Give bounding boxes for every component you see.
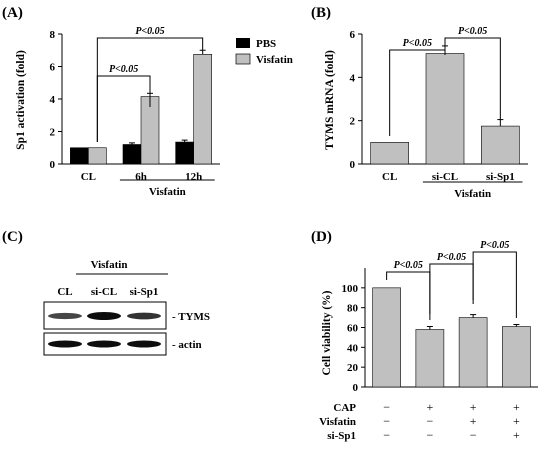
panel-d-bar <box>415 329 445 388</box>
panel-b-bar <box>425 53 465 165</box>
panel-d-condition-sign: − <box>383 428 390 442</box>
blot-group-label: Visfatin <box>91 259 128 271</box>
panel-a-p-value: P<0.05 <box>135 26 164 37</box>
panel-b-ytick-label: 0 <box>350 159 356 171</box>
legend-swatch-visfatin <box>235 53 251 65</box>
panel-d-condition-sign: + <box>426 400 433 414</box>
blot-band <box>127 340 161 348</box>
panel-b-group-label: Visfatin <box>454 188 491 200</box>
panel-d-ytick-label: 60 <box>347 323 359 335</box>
blot-actin-label: - actin <box>172 339 202 351</box>
panel-d-p-value: P<0.05 <box>437 252 466 263</box>
panel-d-condition-sign: − <box>470 428 477 442</box>
panel-d-label: (D) <box>311 229 332 245</box>
panel-b-p-value: P<0.05 <box>403 38 432 49</box>
panel-d-ytick-label: 20 <box>347 362 359 374</box>
panel-a-ytick-label: 4 <box>50 94 56 106</box>
panel-a-p-value: P<0.05 <box>109 64 138 75</box>
panel-b-significance-bracket <box>444 37 501 120</box>
panel-d-condition-sign: − <box>383 400 390 414</box>
blot-band <box>48 340 82 348</box>
panel-d-p-value: P<0.05 <box>480 240 509 251</box>
panel-b-bar <box>481 125 520 165</box>
panel-d-condition-sign: − <box>426 414 433 428</box>
chart-panel-b: 0 2 4 6 CL si-CL si-Sp1 Visfatin P<0.05 P<0.05 <box>350 26 528 200</box>
panel-d-ytick-label: 80 <box>347 303 359 315</box>
panel-d-condition-label: si-Sp1 <box>327 430 356 442</box>
panel-d-condition-sign: + <box>470 400 477 414</box>
panel-a-ytick-label: 6 <box>50 62 56 74</box>
panel-d-condition-sign: − <box>383 414 390 428</box>
blot-band <box>127 312 161 320</box>
panel-a-xtick-label: 12h <box>185 171 202 183</box>
blot-band <box>48 312 82 320</box>
chart-panel-a: 0 2 4 6 8 CL 6h 12h Visfatin P<0.05 P<0.05 <box>50 26 220 198</box>
panel-d-significance-bracket <box>429 263 474 314</box>
panel-a-ytick-label: 2 <box>50 127 56 139</box>
panel-c-label: (C) <box>2 229 23 245</box>
blot-lane-si-cl: si-CL <box>91 286 117 298</box>
panel-d-significance-bracket <box>472 251 517 318</box>
blot-tyms-label: - TYMS <box>172 311 210 323</box>
panel-d-bar <box>372 287 401 388</box>
panel-d-condition-sign: + <box>513 400 520 414</box>
panel-a-bar <box>193 54 212 165</box>
panel-b-significance-bracket <box>389 49 446 136</box>
panel-d-condition-sign: + <box>470 414 477 428</box>
panel-a-bar <box>175 141 194 165</box>
panel-d-ytick-label: 40 <box>347 342 359 354</box>
panel-a-xtick-label: CL <box>81 171 96 183</box>
panel-a-bar <box>70 147 89 165</box>
panel-b-label: (B) <box>311 5 331 21</box>
panel-a-group-label: Visfatin <box>149 186 186 198</box>
panel-a-bar <box>88 147 107 165</box>
blot-band <box>87 312 121 320</box>
panel-d-condition-label: Visfatin <box>319 416 356 428</box>
panel-d-bar <box>458 317 488 388</box>
panel-b-ytick-label: 6 <box>350 29 356 41</box>
panel-b-bar <box>370 142 409 165</box>
panel-b-ylabel: TYMS mRNA (fold) <box>324 50 336 150</box>
panel-b-p-value: P<0.05 <box>458 26 487 37</box>
panel-d-ytick-label: 0 <box>353 382 359 394</box>
panel-a-ylabel: Sp1 activation (fold) <box>15 50 27 150</box>
panel-a-significance-bracket <box>96 37 204 142</box>
legend-label-pbs: PBS <box>256 38 276 50</box>
panel-a-bar <box>122 144 142 165</box>
blot-band <box>87 340 121 348</box>
panel-d-bar <box>502 326 531 388</box>
legend-swatch-pbs <box>236 38 250 48</box>
panel-a-ytick-label: 0 <box>50 159 56 171</box>
blot-bands <box>48 312 161 348</box>
panel-b-xtick-label: CL <box>382 171 397 183</box>
panel-d-condition-label: CAP <box>333 402 356 414</box>
panel-d-p-value: P<0.05 <box>394 260 423 271</box>
panel-b-xtick-label: si-Sp1 <box>486 171 515 183</box>
panel-b-ytick-label: 4 <box>350 72 356 84</box>
blot-lane-si-sp1: si-Sp1 <box>130 286 159 298</box>
blot-lane-cl: CL <box>57 286 72 298</box>
panel-d-condition-sign: + <box>513 414 520 428</box>
panel-a-label: (A) <box>2 5 23 21</box>
panel-a-ytick-label: 8 <box>50 29 56 41</box>
legend-label-visfatin: Visfatin <box>256 54 293 66</box>
panel-b-ytick-label: 2 <box>350 116 356 128</box>
panel-a-xtick-label: 6h <box>135 171 147 183</box>
panel-d-condition-sign: − <box>426 428 433 442</box>
panel-d-condition-sign: + <box>513 428 520 442</box>
panel-b-xtick-label: si-CL <box>432 171 458 183</box>
panel-d-ylabel: Cell viability (%) <box>321 290 333 375</box>
panel-d-ytick-label: 100 <box>342 283 359 295</box>
